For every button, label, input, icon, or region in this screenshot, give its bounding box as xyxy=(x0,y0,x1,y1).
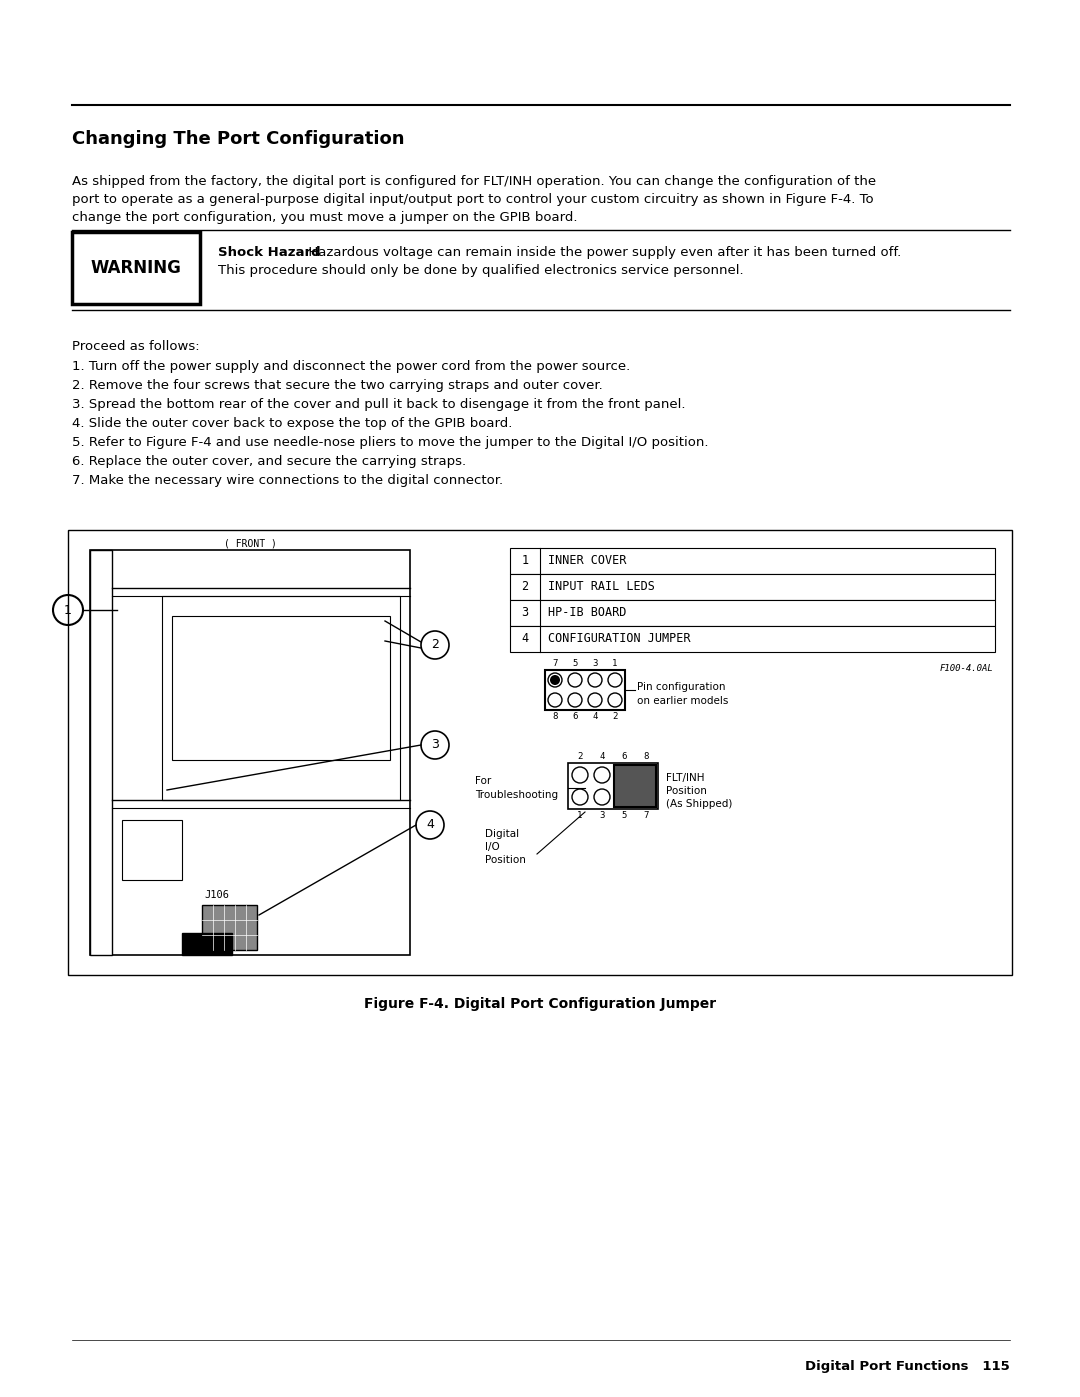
Bar xyxy=(510,574,995,599)
Text: For
Troubleshooting: For Troubleshooting xyxy=(475,775,558,800)
Text: WARNING: WARNING xyxy=(91,258,181,277)
Text: 4. Slide the outer cover back to expose the top of the GPIB board.: 4. Slide the outer cover back to expose … xyxy=(72,416,512,430)
Bar xyxy=(172,616,390,760)
Text: 6: 6 xyxy=(621,752,626,761)
Text: Pin configuration
on earlier models: Pin configuration on earlier models xyxy=(637,682,728,705)
Bar xyxy=(510,626,995,652)
Text: Proceed as follows:: Proceed as follows: xyxy=(72,339,200,353)
Text: 7: 7 xyxy=(644,812,649,820)
Text: 1: 1 xyxy=(612,659,618,668)
Bar xyxy=(183,933,232,956)
Text: 7. Make the necessary wire connections to the digital connector.: 7. Make the necessary wire connections t… xyxy=(72,474,503,488)
Text: 2. Remove the four screws that secure the two carrying straps and outer cover.: 2. Remove the four screws that secure th… xyxy=(72,379,603,393)
Text: 1: 1 xyxy=(64,604,72,616)
Bar xyxy=(68,529,1012,975)
Text: 5. Refer to Figure F-4 and use needle-nose pliers to move the jumper to the Digi: 5. Refer to Figure F-4 and use needle-no… xyxy=(72,436,708,448)
Text: As shipped from the factory, the digital port is configured for FLT/INH operatio: As shipped from the factory, the digital… xyxy=(72,175,876,189)
Text: 3. Spread the bottom rear of the cover and pull it back to disengage it from the: 3. Spread the bottom rear of the cover a… xyxy=(72,398,686,411)
Bar xyxy=(510,599,995,626)
Text: 3: 3 xyxy=(592,659,597,668)
Bar xyxy=(72,232,200,305)
Text: 6. Replace the outer cover, and secure the carrying straps.: 6. Replace the outer cover, and secure t… xyxy=(72,455,467,468)
Text: 1: 1 xyxy=(522,555,528,567)
Text: 8: 8 xyxy=(644,752,649,761)
Circle shape xyxy=(550,675,561,685)
Text: J106: J106 xyxy=(204,890,229,900)
Text: 6: 6 xyxy=(572,712,578,721)
Text: INPUT RAIL LEDS: INPUT RAIL LEDS xyxy=(548,581,654,594)
Text: Digital
I/O
Position: Digital I/O Position xyxy=(485,828,526,865)
Text: F100-4.0AL: F100-4.0AL xyxy=(940,664,993,673)
Text: 1. Turn off the power supply and disconnect the power cord from the power source: 1. Turn off the power supply and disconn… xyxy=(72,360,631,373)
Text: 1: 1 xyxy=(578,812,583,820)
Text: 3: 3 xyxy=(431,739,438,752)
Text: 4: 4 xyxy=(599,752,605,761)
Text: Shock Hazard: Shock Hazard xyxy=(218,246,321,258)
Text: 4: 4 xyxy=(592,712,597,721)
Text: 8: 8 xyxy=(552,712,557,721)
Text: 4: 4 xyxy=(427,819,434,831)
Text: CONFIGURATION JUMPER: CONFIGURATION JUMPER xyxy=(548,633,690,645)
Text: ( FRONT ): ( FRONT ) xyxy=(224,538,276,548)
Text: Changing The Port Configuration: Changing The Port Configuration xyxy=(72,130,405,148)
Text: 7: 7 xyxy=(552,659,557,668)
Bar xyxy=(202,905,257,950)
Text: INNER COVER: INNER COVER xyxy=(548,555,626,567)
Text: 3: 3 xyxy=(522,606,528,619)
Bar xyxy=(90,550,410,956)
Text: 2: 2 xyxy=(522,581,528,594)
Text: 2: 2 xyxy=(612,712,618,721)
Text: 4: 4 xyxy=(522,633,528,645)
Text: 5: 5 xyxy=(621,812,626,820)
Text: Digital Port Functions   115: Digital Port Functions 115 xyxy=(806,1361,1010,1373)
Bar xyxy=(568,763,658,809)
Bar xyxy=(545,671,625,710)
Text: 5: 5 xyxy=(572,659,578,668)
Text: This procedure should only be done by qualified electronics service personnel.: This procedure should only be done by qu… xyxy=(218,264,744,277)
Bar xyxy=(162,597,400,800)
Bar xyxy=(122,820,183,880)
Text: . Hazardous voltage can remain inside the power supply even after it has been tu: . Hazardous voltage can remain inside th… xyxy=(300,246,901,258)
Bar xyxy=(615,766,656,807)
Text: change the port configuration, you must move a jumper on the GPIB board.: change the port configuration, you must … xyxy=(72,211,578,224)
Bar xyxy=(510,548,995,574)
Text: FLT/INH
Position
(As Shipped): FLT/INH Position (As Shipped) xyxy=(666,773,732,809)
Bar xyxy=(90,550,112,956)
Text: 3: 3 xyxy=(599,812,605,820)
Text: 2: 2 xyxy=(431,638,438,651)
Text: Figure F-4. Digital Port Configuration Jumper: Figure F-4. Digital Port Configuration J… xyxy=(364,997,716,1011)
Text: HP-IB BOARD: HP-IB BOARD xyxy=(548,606,626,619)
Text: 2: 2 xyxy=(578,752,583,761)
Text: port to operate as a general-purpose digital input/output port to control your c: port to operate as a general-purpose dig… xyxy=(72,193,874,205)
